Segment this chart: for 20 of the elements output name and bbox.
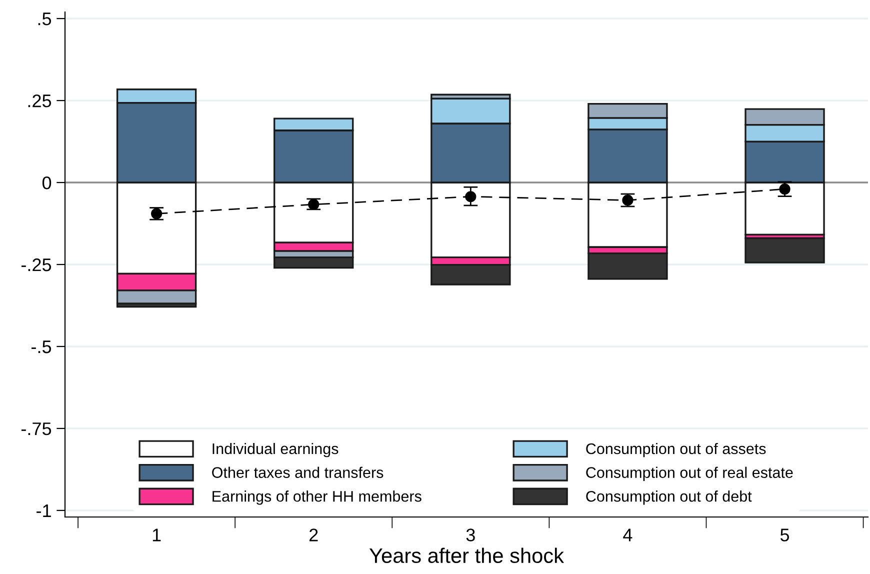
legend-label: Consumption out of real estate	[586, 466, 793, 481]
y-tick-label: -.75	[22, 422, 52, 436]
y-tick-label: -.5	[32, 340, 52, 354]
y-tick-label: -1	[36, 504, 51, 517]
bar	[744, 237, 825, 264]
x-axis-title: Years after the shock	[369, 548, 564, 564]
x-tick-label: 1	[152, 528, 161, 542]
legend-label: Other taxes and transfers	[212, 466, 384, 478]
legend-label: Consumption out of debt	[586, 490, 752, 505]
x-tick-label: 4	[623, 528, 632, 542]
y-tick-label: -.25	[22, 258, 52, 272]
y-tick-label: 0	[42, 176, 52, 190]
legend-label: Consumption out of assets	[586, 442, 766, 458]
legend-label: Earnings of other HH members	[212, 490, 422, 505]
legend-label: Individual earnings	[212, 442, 338, 458]
x-tick-label: 5	[780, 528, 790, 542]
x-tick-label: 3	[466, 528, 475, 542]
y-tick-label: .25	[28, 94, 52, 108]
y-tick-label: .5	[38, 12, 52, 26]
x-tick-label: 2	[310, 528, 318, 542]
